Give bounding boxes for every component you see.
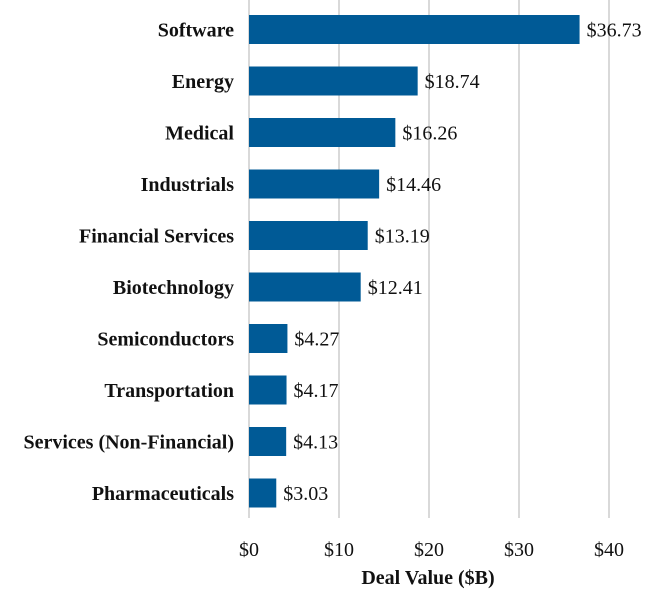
x-tick-label: $30 bbox=[504, 539, 534, 561]
bar bbox=[249, 478, 277, 508]
bars bbox=[249, 15, 580, 508]
category-label: Semiconductors bbox=[97, 329, 234, 351]
x-tick-label: $40 bbox=[594, 539, 624, 561]
category-label: Industrials bbox=[141, 174, 235, 196]
data-label: $4.27 bbox=[294, 329, 339, 351]
data-label: $4.17 bbox=[294, 380, 339, 402]
category-label: Transportation bbox=[104, 380, 234, 402]
bar bbox=[249, 118, 396, 147]
category-label: Services (Non-Financial) bbox=[23, 432, 234, 454]
bar bbox=[249, 66, 418, 96]
bar bbox=[249, 375, 287, 405]
category-label: Biotechnology bbox=[113, 277, 234, 299]
data-label: $18.74 bbox=[425, 71, 480, 93]
value-labels: $36.73 $18.74 $16.26 $14.46 $13.19 $12.41 $4.2… bbox=[283, 20, 641, 506]
bar bbox=[249, 324, 288, 353]
data-label: $3.03 bbox=[283, 483, 328, 505]
data-label: $36.73 bbox=[587, 20, 642, 42]
category-label: Software bbox=[158, 20, 234, 42]
bar bbox=[249, 169, 380, 199]
data-label: $14.46 bbox=[386, 174, 441, 196]
data-label: $13.19 bbox=[375, 226, 430, 248]
data-label: $12.41 bbox=[368, 277, 423, 299]
bar bbox=[249, 272, 361, 302]
x-tick-label: $10 bbox=[324, 539, 354, 561]
x-axis-title: Deal Value ($B) bbox=[361, 567, 494, 589]
bar bbox=[249, 427, 287, 456]
x-tick-label: $20 bbox=[414, 539, 444, 561]
category-label: Medical bbox=[165, 123, 234, 145]
data-label: $16.26 bbox=[402, 123, 457, 145]
data-label: $4.13 bbox=[293, 432, 338, 454]
category-label: Energy bbox=[172, 71, 234, 93]
bar bbox=[249, 221, 368, 250]
category-label: Pharmaceuticals bbox=[92, 483, 234, 505]
bar bbox=[249, 15, 580, 44]
category-labels: Software Energy Medical Industrials Financia… bbox=[23, 20, 234, 506]
x-tick-label: $0 bbox=[239, 539, 259, 561]
category-label: Financial Services bbox=[79, 226, 234, 248]
x-tick-labels: $0 $10 $20 $30 $40 bbox=[239, 539, 624, 561]
